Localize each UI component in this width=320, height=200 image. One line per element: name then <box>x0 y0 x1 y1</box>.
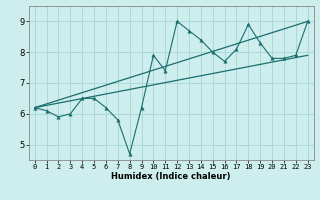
X-axis label: Humidex (Indice chaleur): Humidex (Indice chaleur) <box>111 172 231 181</box>
